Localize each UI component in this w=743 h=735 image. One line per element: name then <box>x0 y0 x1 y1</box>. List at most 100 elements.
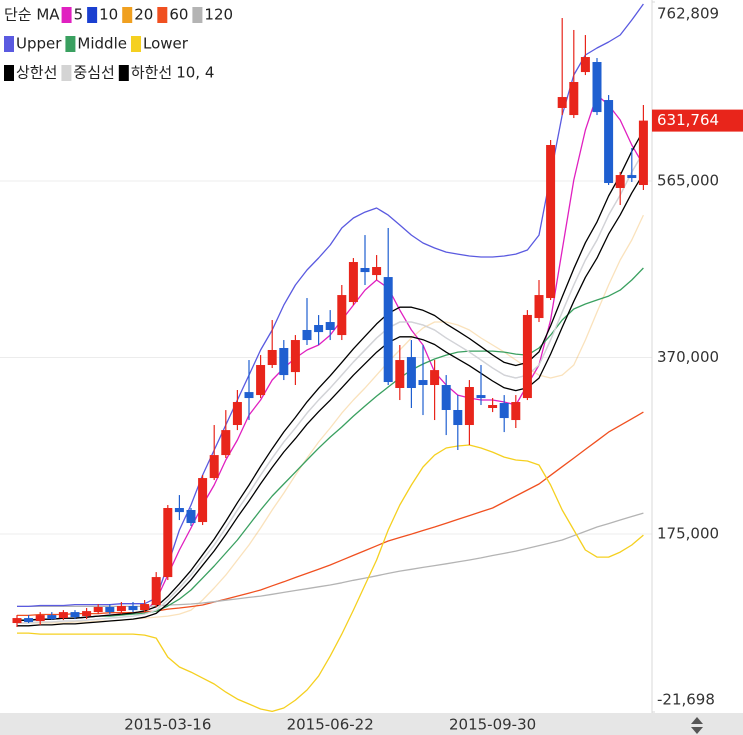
candle-body <box>70 612 80 618</box>
y-tick-label: 565,000 <box>657 172 719 190</box>
candle-body <box>511 402 521 421</box>
candle-body <box>441 385 451 410</box>
candle-body <box>290 340 300 373</box>
candle-body <box>209 455 219 479</box>
candle-body <box>12 618 22 624</box>
candle-body <box>244 392 254 399</box>
indicator-line <box>17 173 644 627</box>
candle-body <box>569 82 579 116</box>
legend-label: 하한선 <box>131 64 172 82</box>
indicator-line <box>17 130 644 621</box>
candle-body <box>627 175 637 179</box>
legend-swatch <box>65 36 76 52</box>
legend-params: 10, 4 <box>176 64 214 82</box>
legend-swatch <box>61 7 72 23</box>
candle-body <box>140 604 150 611</box>
y-axis: -21,698 175,000 370,000 565,000 762,809 <box>657 5 719 709</box>
legend-label: 5 <box>74 6 84 24</box>
legend-label: 120 <box>204 6 233 24</box>
indicator-line <box>17 151 644 624</box>
candle-body <box>395 360 405 389</box>
candle-body <box>82 611 92 617</box>
candle-body <box>221 430 231 456</box>
legend-label: Upper <box>16 35 62 53</box>
x-tick-label: 2015-09-30 <box>449 716 536 734</box>
candle-body <box>546 145 556 299</box>
candle-body <box>592 62 602 113</box>
candle-body <box>128 606 138 611</box>
candle-body <box>499 403 509 419</box>
candle-body <box>163 508 173 578</box>
candle-body <box>302 329 312 341</box>
candle-body <box>615 175 625 188</box>
candle-body <box>186 509 196 524</box>
grid <box>0 1 655 713</box>
candle-body <box>418 380 428 386</box>
candle-body <box>279 347 289 376</box>
last-price-box <box>652 109 743 132</box>
candle-body <box>360 267 370 273</box>
legend: 단순 MA 5 10 20 60 120 Upper Middle Lower 상한선 중심선 하한선… <box>4 6 233 82</box>
legend-swatch <box>157 7 168 23</box>
y-tick-label: 762,809 <box>657 5 719 23</box>
candle-body <box>314 325 324 333</box>
candle-body <box>174 508 184 513</box>
x-axis-strip <box>0 713 743 735</box>
legend-label: 20 <box>134 6 153 24</box>
candle-body <box>24 618 34 623</box>
y-tick-label: 175,000 <box>657 524 719 542</box>
candle-body <box>430 370 440 386</box>
zoom-toggle-icon[interactable] <box>691 717 703 734</box>
legend-swatch <box>87 7 98 23</box>
candle-body <box>464 387 474 426</box>
legend-label: Middle <box>77 35 127 53</box>
candle-body <box>522 314 532 399</box>
candle-body <box>488 405 498 409</box>
candle-body <box>372 267 382 276</box>
x-tick-label: 2015-03-16 <box>124 716 211 734</box>
x-tick-label: 2015-06-22 <box>287 716 374 734</box>
candle-body <box>105 607 115 613</box>
legend-label: 상한선 <box>16 64 57 82</box>
y-tick-label: -21,698 <box>657 691 715 709</box>
x-axis: 2015-03-16 2015-06-22 2015-09-30 <box>124 716 536 734</box>
candle-body <box>337 295 347 336</box>
candle-body <box>348 262 358 303</box>
candle-body <box>534 295 544 319</box>
candle-body <box>604 100 614 184</box>
candle-body <box>151 577 161 606</box>
legend-swatch <box>122 7 133 23</box>
candle-body <box>35 615 45 622</box>
legend-swatch <box>4 65 14 81</box>
legend-swatch <box>192 7 203 23</box>
candle-body <box>198 478 208 523</box>
indicator-line <box>17 267 644 621</box>
legend-label: 10 <box>99 6 118 24</box>
candle-body <box>256 365 266 396</box>
candle-body <box>267 349 277 366</box>
candle-body <box>93 607 103 613</box>
candle-body <box>383 277 393 383</box>
legend-swatch <box>130 36 141 52</box>
candle-body <box>232 402 242 426</box>
legend-label: 중심선 <box>73 64 114 82</box>
candle-body <box>116 606 126 612</box>
last-price-label: 631,764 <box>657 111 719 129</box>
legend-swatch <box>118 65 129 81</box>
candle-body <box>58 612 68 619</box>
candle-body <box>325 322 335 330</box>
candle-body <box>557 97 567 108</box>
candles <box>12 18 648 628</box>
candle-body <box>476 395 486 399</box>
candle-body <box>47 615 57 620</box>
last-price-tag: 631,764 <box>652 109 743 132</box>
legend-label: Lower <box>143 35 189 53</box>
indicator-line <box>17 444 644 712</box>
candle-body <box>406 357 416 389</box>
legend-swatch <box>4 36 14 52</box>
legend-swatch <box>61 65 72 81</box>
candle-body <box>453 409 463 426</box>
legend-label: 60 <box>169 6 188 24</box>
